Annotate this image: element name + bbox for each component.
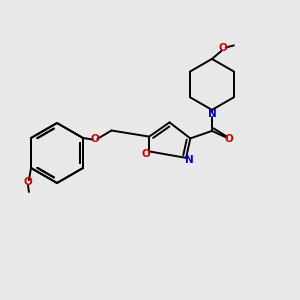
Text: O: O [91,134,99,145]
Text: O: O [225,134,233,144]
Text: methoxy: methoxy [237,44,243,45]
Text: O: O [219,44,228,53]
Text: O: O [141,149,150,159]
Text: O: O [24,177,32,187]
Text: methoxy: methoxy [27,194,34,195]
Text: methoxy: methoxy [22,195,28,196]
Text: N: N [208,110,216,119]
Text: N: N [185,155,194,165]
